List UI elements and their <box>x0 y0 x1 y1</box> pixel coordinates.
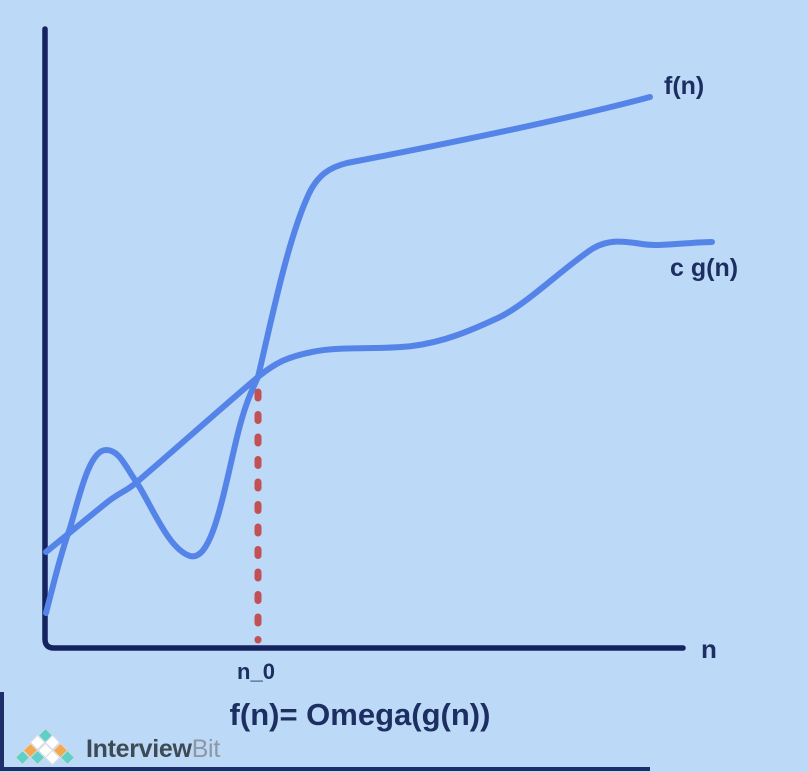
cg-curve <box>43 238 715 555</box>
interviewbit-logo: InterviewBit <box>14 722 220 770</box>
f-curve <box>43 94 653 616</box>
f-curve-label: f(n) <box>664 72 705 100</box>
cg-curve-label: c g(n) <box>670 254 739 282</box>
n0-label: n_0 <box>237 659 275 684</box>
axes <box>42 26 686 651</box>
interviewbit-logo-mark <box>14 727 78 769</box>
interviewbit-logo-text: InterviewBit <box>86 735 220 764</box>
brand-text-bit: Bit <box>191 734 221 763</box>
caption-title: f(n)= Omega(g(n)) <box>229 697 491 732</box>
bottom-left-edge-artifact <box>0 692 650 771</box>
x-axis-label: n <box>701 634 717 664</box>
brand-text-interview: Interview <box>86 734 192 763</box>
